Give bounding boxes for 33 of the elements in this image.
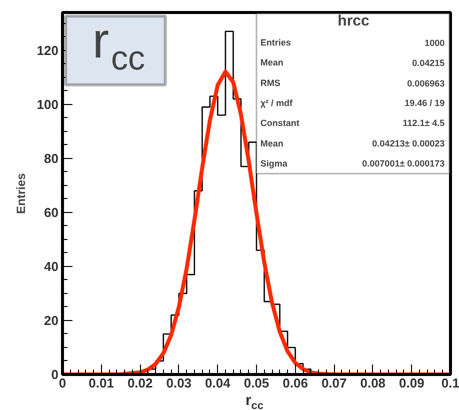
- y-tick-label: 120: [36, 42, 59, 58]
- x-tick-label: 0.04: [205, 376, 232, 390]
- x-tick-label: 0.07: [321, 376, 347, 390]
- annotation: 0.04215: [412, 58, 445, 68]
- y-tick-label: 40: [44, 258, 59, 274]
- y-tick-label: 100: [36, 96, 59, 112]
- annotation: RMS: [260, 78, 280, 88]
- x-tick-label: 0.05: [244, 376, 270, 390]
- y-axis-title: Entries: [14, 172, 28, 214]
- x-tick-label: 0.03: [166, 376, 192, 390]
- annotation: 0.04213± 0.00023: [372, 138, 445, 148]
- x-tick-label: 0.08: [360, 376, 386, 390]
- text: r$_{cc}$: [245, 391, 264, 410]
- annotation: 0.007001± 0.000173: [362, 158, 445, 169]
- annotation: 0.006963: [407, 78, 445, 88]
- x-tick-label: 0.06: [282, 376, 308, 390]
- annotation: Constant: [260, 118, 300, 128]
- y-tick-label: 60: [44, 204, 59, 220]
- annotation: Mean: [260, 138, 284, 148]
- annotation: hrcc: [338, 12, 370, 30]
- x-tick-label: 0.01: [88, 376, 114, 390]
- y-tick-label: 80: [44, 150, 59, 166]
- x-tick-label: 0.02: [127, 376, 153, 390]
- x-tick-label: 0.09: [399, 376, 424, 390]
- x-tick-label: 0.1: [441, 376, 459, 390]
- annotation: Entries: [260, 37, 291, 48]
- annotation: Mean: [260, 58, 284, 68]
- annotation: 1000: [424, 38, 445, 48]
- annotation: χ² / mdf: [260, 98, 294, 108]
- y-tick-label: 20: [44, 312, 59, 328]
- annotation: Sigma: [260, 158, 288, 169]
- annotation: 112.1± 4.5: [402, 118, 445, 128]
- annotation: 19.46 / 19: [404, 98, 445, 108]
